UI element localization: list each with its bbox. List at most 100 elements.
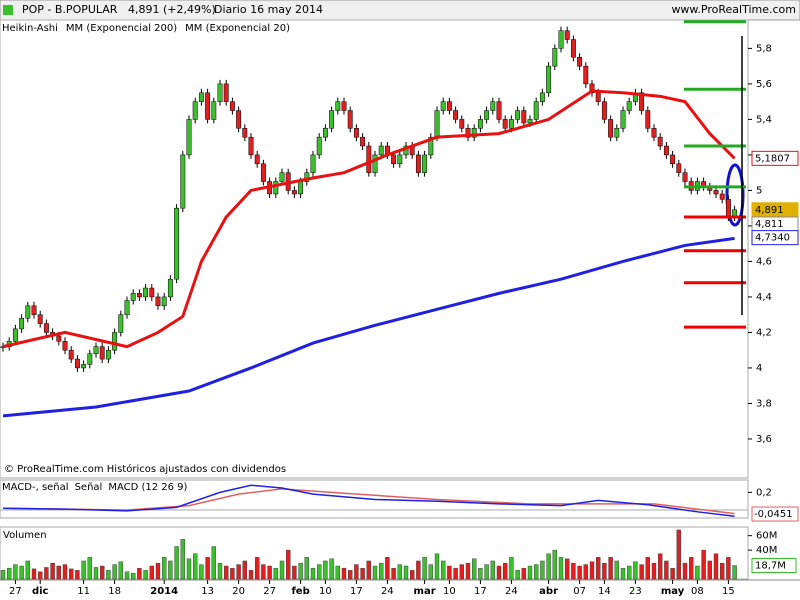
volume-bar — [726, 557, 731, 580]
candle — [56, 335, 62, 342]
candle — [645, 110, 651, 129]
x-tick-label: 13 — [201, 586, 214, 597]
candle — [725, 199, 731, 218]
candle — [310, 154, 316, 173]
volume-bar — [19, 565, 24, 580]
volume-bar — [348, 570, 353, 580]
candle — [291, 190, 297, 195]
candle — [620, 110, 626, 129]
candle — [229, 101, 235, 111]
x-tick-label: 17 — [474, 586, 487, 597]
volume-bar — [472, 558, 477, 580]
volume-bar — [372, 565, 378, 580]
candle — [242, 128, 248, 138]
candle — [533, 101, 539, 120]
candle — [515, 110, 521, 120]
x-tick-label: 27 — [263, 586, 276, 597]
volume-bar — [577, 565, 582, 580]
volume-bar — [298, 562, 303, 580]
icon — [3, 5, 13, 15]
candle — [440, 101, 446, 111]
candle — [260, 163, 266, 182]
volume-bar — [273, 567, 278, 580]
volume-bar — [496, 565, 502, 580]
candle — [539, 92, 545, 102]
volume-bar — [521, 567, 526, 580]
volume-bar — [645, 557, 650, 580]
candle — [37, 314, 43, 324]
volume-bar — [695, 565, 700, 580]
candle — [198, 92, 204, 102]
candle — [521, 110, 527, 124]
candle — [298, 181, 304, 195]
volume-bar — [670, 567, 675, 580]
volume-bar — [205, 557, 210, 580]
last-price: 4,891 (+2,49%) — [128, 3, 216, 16]
y-tick-label: 3,6 — [756, 434, 772, 445]
candle — [360, 136, 366, 147]
macd-legend: MACD-, señal — [2, 482, 69, 493]
title: POP - B.POPULAR — [22, 3, 118, 16]
candle — [434, 110, 440, 138]
volume-bar — [391, 567, 396, 580]
y-tick-label: 5,4 — [756, 114, 772, 125]
candle — [43, 323, 49, 333]
volume-bar — [627, 565, 632, 580]
candle — [663, 145, 669, 156]
volume-bar — [689, 557, 694, 580]
candle — [719, 193, 725, 200]
volume-bar — [44, 567, 49, 580]
volume-bar — [490, 560, 495, 580]
volume-bar — [360, 567, 365, 580]
candle — [577, 57, 583, 67]
volume-bar — [130, 573, 136, 580]
candle — [366, 145, 372, 173]
volume-bar — [0, 570, 6, 580]
candle — [446, 101, 452, 111]
volume-bar — [676, 529, 681, 580]
volume-bar — [589, 561, 595, 580]
x-tick-label: 27 — [9, 586, 22, 597]
volume-bar — [558, 557, 564, 580]
volume-bar — [186, 558, 192, 580]
volume-bar — [112, 564, 117, 580]
candle — [254, 154, 260, 165]
candle — [639, 92, 645, 111]
candle — [223, 83, 229, 102]
candle — [626, 101, 632, 111]
candle — [273, 181, 279, 195]
price-label: 5,1807 — [755, 153, 790, 164]
x-tick-label: 24 — [381, 586, 394, 597]
volume-bar — [366, 560, 371, 580]
candle — [465, 128, 471, 138]
x-tick-label: 18 — [108, 586, 121, 597]
volume-bar — [62, 564, 68, 580]
x-tick-label: 2014 — [150, 586, 178, 597]
candle — [31, 305, 37, 315]
volume-bar — [385, 557, 390, 580]
candle — [192, 101, 198, 120]
candle — [676, 163, 682, 173]
candle — [161, 296, 167, 307]
volume-bar — [583, 564, 588, 580]
volume-bar — [304, 557, 309, 580]
candle — [341, 101, 347, 111]
candle — [136, 293, 142, 298]
candle — [546, 65, 552, 94]
candle — [397, 154, 403, 165]
volume-bar — [174, 546, 179, 580]
volume-bar — [68, 568, 74, 580]
volume-bar — [149, 565, 155, 580]
candle — [279, 172, 285, 182]
x-tick-label: 10 — [319, 586, 332, 597]
candle — [670, 154, 676, 165]
volume-bar — [651, 562, 657, 580]
volume-bar — [56, 565, 61, 580]
volume-bar — [478, 567, 483, 580]
candle — [74, 358, 80, 369]
volume-bar — [310, 567, 316, 580]
volume-bar — [279, 560, 285, 580]
macd-panel — [0, 479, 749, 519]
x-tick-label: 08 — [691, 586, 704, 597]
volume-bar — [230, 567, 235, 580]
